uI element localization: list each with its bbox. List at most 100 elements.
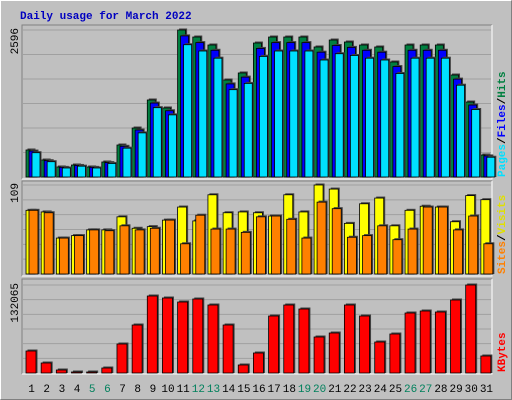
y-tick-label: 132065	[10, 283, 22, 323]
legend-separator: /	[497, 137, 509, 144]
bar	[131, 324, 143, 374]
bar	[419, 310, 431, 374]
bar	[456, 84, 465, 178]
x-tick-label: 21	[328, 384, 342, 396]
bar	[168, 114, 177, 178]
bar	[301, 237, 312, 275]
bar	[146, 295, 158, 374]
bar	[101, 367, 113, 374]
legend-separator: /	[497, 97, 509, 104]
x-tick-label: 19	[298, 384, 311, 396]
bar	[107, 163, 117, 178]
bar	[392, 239, 403, 275]
bar	[149, 227, 160, 275]
x-tick-label: 15	[237, 384, 250, 396]
x-tick-label: 8	[134, 384, 141, 396]
bar	[71, 371, 82, 374]
x-tick-label: 27	[419, 384, 432, 396]
bar	[55, 369, 67, 374]
bar	[389, 333, 401, 374]
x-tick-label: 22	[343, 384, 356, 396]
legend: Sites/Visits	[497, 195, 509, 274]
legend: Pages/Files/Hits	[497, 71, 509, 177]
bar	[259, 56, 268, 178]
x-tick-label: 25	[389, 384, 402, 396]
bar	[365, 57, 374, 178]
bar	[86, 371, 98, 374]
bar	[283, 304, 295, 374]
bar	[134, 229, 145, 275]
bar	[437, 206, 448, 275]
bar	[434, 311, 446, 374]
bar	[192, 298, 204, 374]
bar	[316, 201, 327, 275]
plot-bevel-light	[22, 279, 493, 375]
legend-entry: Sites	[497, 241, 509, 274]
bar	[422, 206, 433, 275]
legend: KBytes	[497, 332, 509, 372]
plot-bevel-light	[22, 181, 493, 277]
x-tick-label: 14	[222, 384, 236, 396]
bar	[240, 231, 251, 275]
bar	[377, 225, 388, 275]
bar	[137, 132, 147, 178]
bar	[225, 228, 236, 275]
plot-bevel-light	[22, 25, 493, 180]
bar	[28, 209, 39, 275]
x-tick-label: 23	[359, 384, 372, 396]
chart-title: Daily usage for March 2022	[20, 11, 192, 23]
bar	[74, 235, 84, 275]
bar	[480, 355, 492, 374]
bar	[119, 225, 130, 275]
bar	[313, 336, 325, 374]
y-tick-label: 109	[10, 183, 22, 203]
bar	[343, 304, 355, 374]
legend-separator: /	[497, 234, 509, 241]
legend-entry: Visits	[497, 195, 509, 235]
x-tick-label: 1	[28, 384, 35, 396]
bar	[177, 301, 189, 374]
bar	[407, 228, 418, 275]
x-tick-label: 10	[161, 384, 174, 396]
bar	[89, 229, 100, 275]
bar	[92, 167, 102, 178]
plot-bevel-dark	[21, 24, 492, 179]
bar	[471, 109, 481, 178]
x-tick-label: 26	[404, 384, 417, 396]
bar	[328, 332, 340, 374]
bar	[395, 73, 405, 178]
bar	[165, 219, 175, 275]
bar	[210, 228, 221, 275]
x-tick-label: 9	[150, 384, 157, 396]
bar	[349, 55, 359, 178]
x-tick-label: 18	[283, 384, 296, 396]
bar	[40, 362, 52, 374]
bar	[122, 147, 132, 178]
bar	[319, 59, 329, 178]
bar	[198, 50, 208, 178]
x-tick-label: 2	[43, 384, 50, 396]
bar	[213, 57, 223, 178]
plot-bevel-dark	[21, 180, 492, 276]
bar	[183, 44, 193, 178]
bar	[410, 57, 420, 178]
x-tick-label: 5	[89, 384, 96, 396]
bar	[162, 297, 173, 374]
bar	[486, 156, 496, 178]
x-tick-label: 16	[252, 384, 265, 396]
x-tick-label: 7	[119, 384, 126, 396]
x-tick-label: 12	[192, 384, 205, 396]
bar	[334, 53, 344, 178]
bar	[61, 167, 71, 178]
bar	[31, 152, 41, 178]
bar	[222, 324, 234, 374]
x-tick-label: 4	[74, 384, 81, 396]
legend-entry: Hits	[497, 71, 509, 97]
bar	[256, 216, 266, 275]
bar	[104, 230, 115, 275]
x-tick-label: 3	[59, 384, 66, 396]
legend-entry: Pages	[497, 144, 509, 177]
bar	[362, 235, 372, 275]
